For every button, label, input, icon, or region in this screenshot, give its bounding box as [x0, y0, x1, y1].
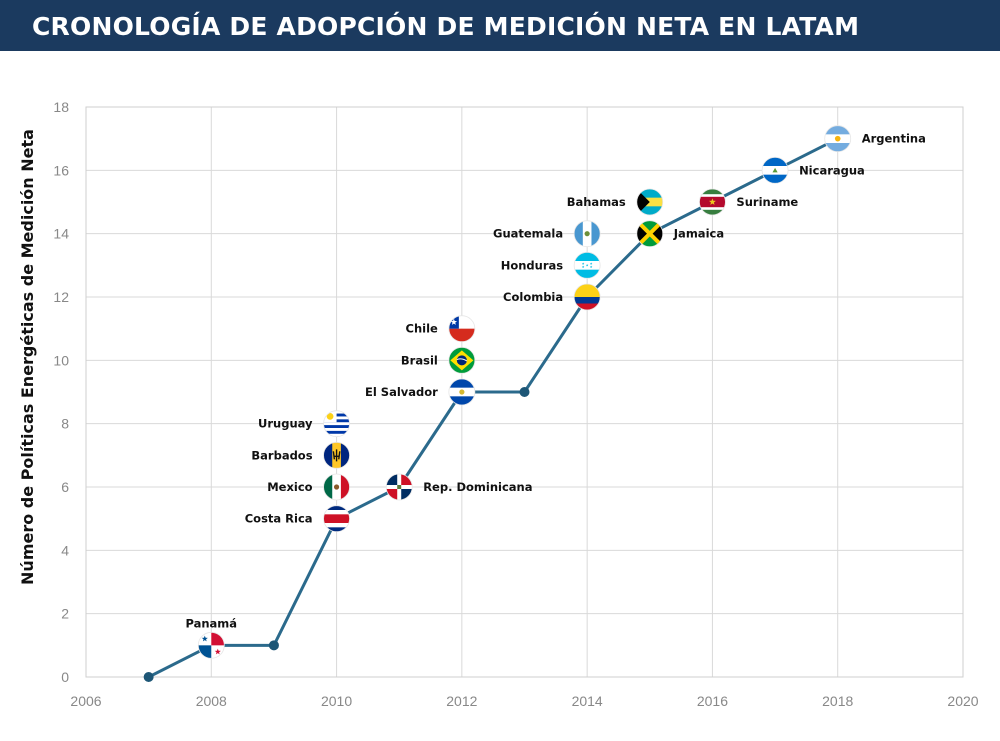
- uruguay-flag-icon: [323, 410, 350, 438]
- x-tick-label: 2014: [572, 693, 603, 709]
- data-point: [268, 640, 279, 651]
- brazil-flag-icon: [448, 346, 476, 374]
- y-tick-label: 6: [61, 479, 69, 495]
- barbados-flag-icon: [323, 441, 350, 469]
- chart-title: CRONOLOGÍA DE ADOPCIÓN DE MEDICIÓN NETA …: [32, 12, 860, 41]
- country-label: Suriname: [736, 195, 798, 209]
- suriname-flag-icon: [699, 188, 726, 216]
- y-tick-label: 14: [53, 226, 69, 242]
- country-label: Argentina: [862, 132, 926, 146]
- y-tick-label: 12: [53, 289, 69, 305]
- x-tick-label: 2006: [70, 693, 101, 709]
- title-bar: CRONOLOGÍA DE ADOPCIÓN DE MEDICIÓN NETA …: [0, 0, 1000, 51]
- costa-rica-flag-icon: [323, 505, 350, 533]
- country-label: Uruguay: [258, 417, 313, 431]
- y-tick-label: 2: [61, 606, 69, 622]
- chile-flag-icon: [448, 315, 476, 343]
- data-point: [519, 387, 530, 397]
- x-tick-label: 2012: [446, 693, 477, 709]
- country-label: Colombia: [503, 290, 563, 304]
- country-label: Costa Rica: [245, 512, 313, 526]
- argentina-flag-icon: [824, 125, 852, 153]
- y-tick-label: 0: [61, 669, 69, 685]
- country-label: Honduras: [501, 258, 564, 272]
- el-salvador-flag-icon: [448, 378, 476, 406]
- y-tick-label: 16: [53, 162, 69, 178]
- x-tick-label: 2016: [697, 693, 728, 709]
- bahamas-flag-icon: [636, 188, 664, 216]
- series-line: [147, 137, 839, 679]
- country-label: Panamá: [185, 616, 237, 630]
- guatemala-flag-icon: [573, 220, 601, 248]
- panama-flag-icon: [197, 631, 225, 659]
- plot-frame: [85, 106, 964, 678]
- honduras-flag-icon: [573, 251, 601, 279]
- country-label: Bahamas: [567, 195, 626, 209]
- x-tick-label: 2020: [947, 693, 978, 709]
- jamaica-flag-icon: [636, 220, 664, 248]
- country-labels: Panamá Costa Rica Mexico Barbados Uruguay Rep…: [185, 132, 925, 631]
- country-flags: [197, 125, 852, 659]
- y-tick-label: 18: [53, 99, 69, 115]
- country-label: Brasil: [401, 353, 438, 367]
- dominican-republic-flag-icon: [385, 473, 413, 501]
- country-label: Barbados: [251, 448, 312, 462]
- colombia-flag-icon: [573, 283, 601, 311]
- series-polyline: [147, 137, 839, 679]
- x-tick-label: 2018: [822, 693, 853, 709]
- y-tick-label: 4: [61, 542, 69, 558]
- country-label: Mexico: [267, 480, 312, 494]
- nicaragua-flag-icon: [761, 156, 789, 184]
- axes: 0 2 4 6 8 10 12 14 16 18 2006 2008 2010 2012 2014 2016 2…: [53, 99, 978, 709]
- country-label: Chile: [406, 322, 439, 336]
- y-tick-label: 10: [53, 352, 69, 368]
- mexico-flag-icon: [323, 473, 350, 501]
- country-label: Rep. Dominicana: [423, 480, 532, 494]
- y-axis-label: Número de Políticas Energéticas de Medic…: [18, 129, 37, 585]
- country-label: Guatemala: [493, 227, 563, 241]
- x-tick-label: 2010: [321, 693, 352, 709]
- data-points: [143, 133, 843, 682]
- grid: [85, 106, 964, 678]
- y-tick-label: 8: [61, 416, 69, 432]
- x-tick-label: 2008: [196, 693, 227, 709]
- country-label: Nicaragua: [799, 163, 865, 177]
- country-label: Jamaica: [673, 227, 724, 241]
- data-point: [143, 672, 154, 682]
- country-label: El Salvador: [365, 385, 438, 399]
